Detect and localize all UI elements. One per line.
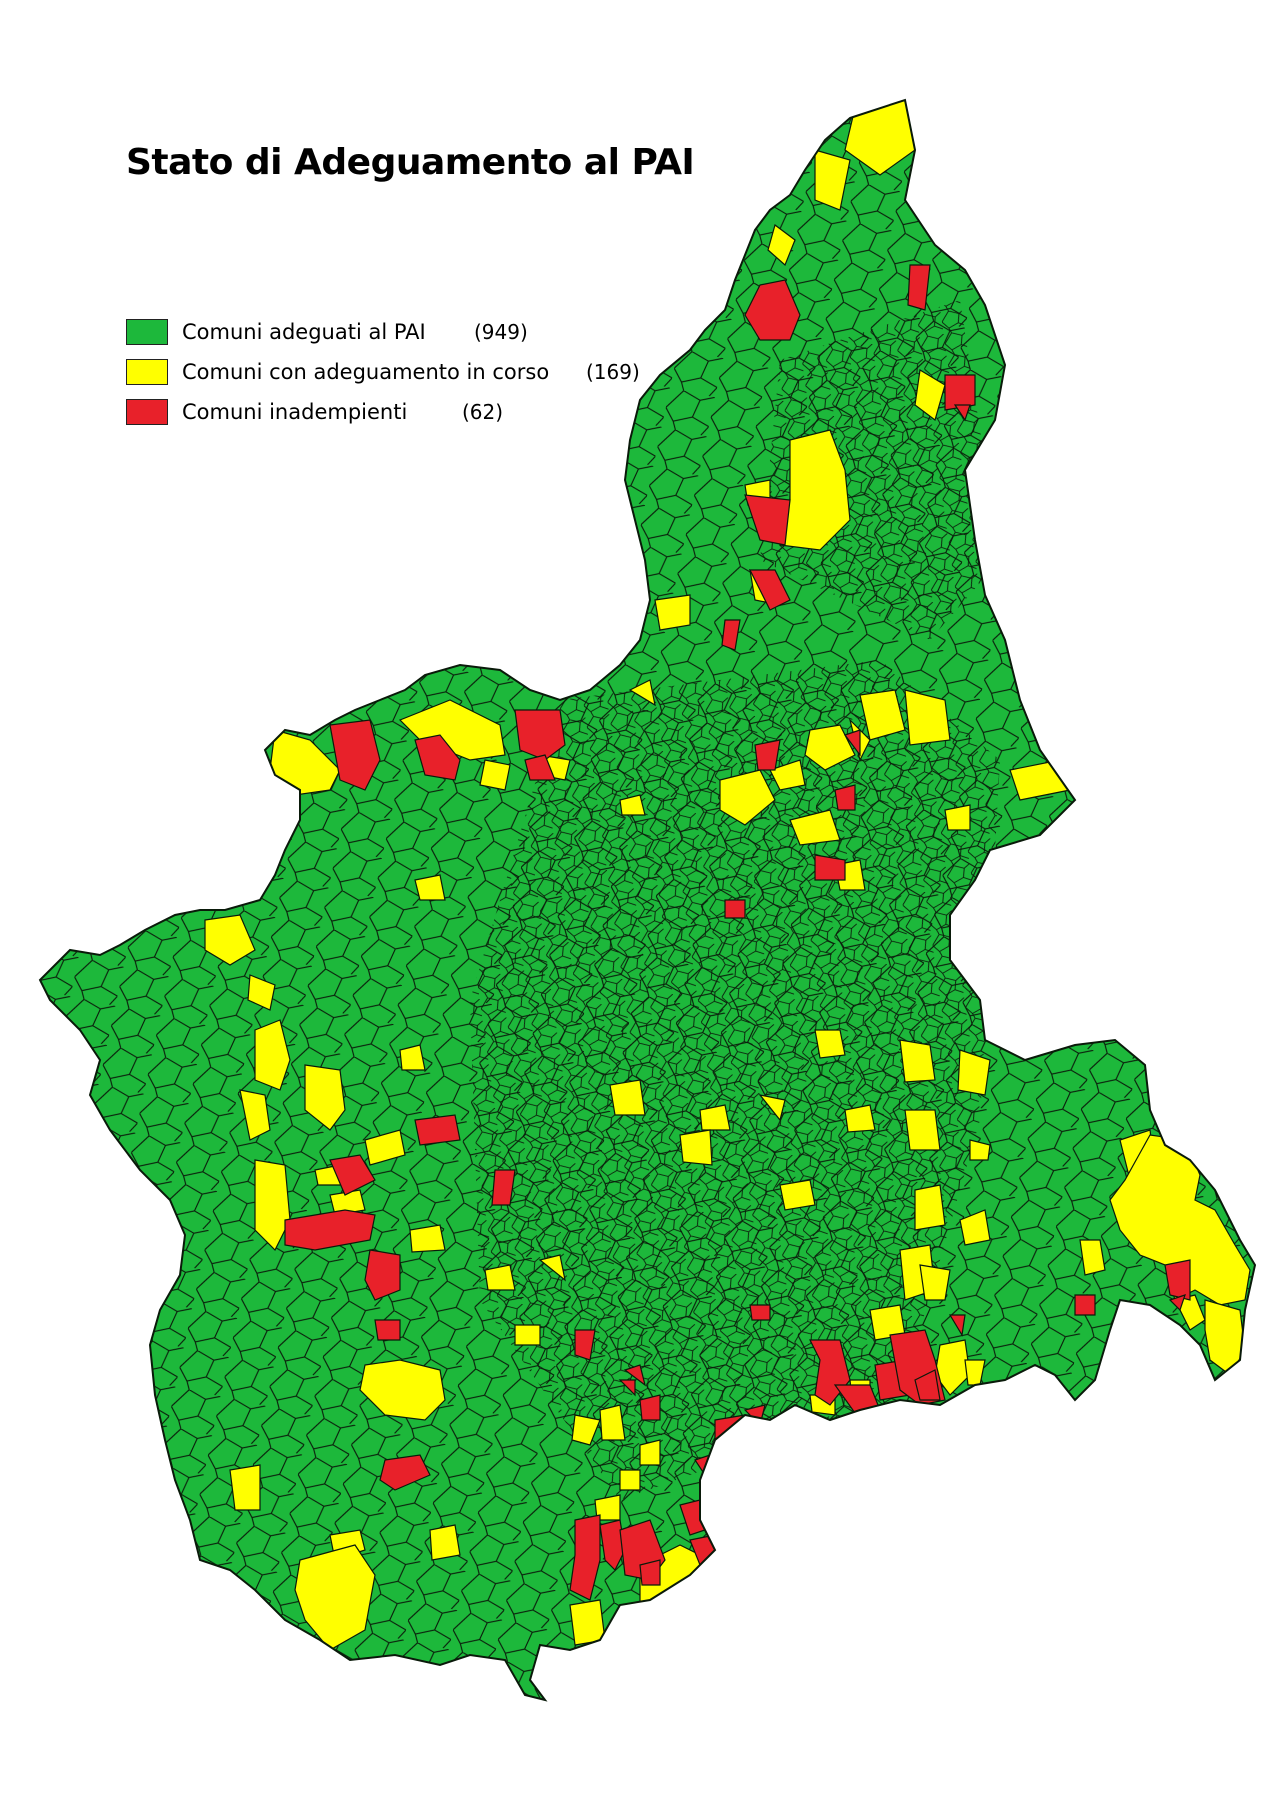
legend-item-adeguati: Comuni adeguati al PAI [126,318,426,346]
legend-swatch-red [126,399,168,425]
map-title: Stato di Adeguamento al PAI [126,142,695,183]
legend-count: (949) [474,320,528,344]
in-corso-areas [204,100,1251,1656]
legend-item-in-corso: Comuni con adeguamento in corso [126,358,549,386]
legend-item-inadempienti: Comuni inadempienti [126,398,407,426]
legend-swatch-green [126,319,168,345]
legend-label: Comuni inadempienti [182,400,408,424]
legend-swatch-yellow [126,359,168,385]
legend-label: Comuni adeguati al PAI [182,320,426,344]
legend-count: (169) [586,360,640,384]
inadempienti-areas [284,264,1191,1656]
legend-count: (62) [462,400,504,424]
legend-label: Comuni con adeguamento in corso [182,360,550,384]
